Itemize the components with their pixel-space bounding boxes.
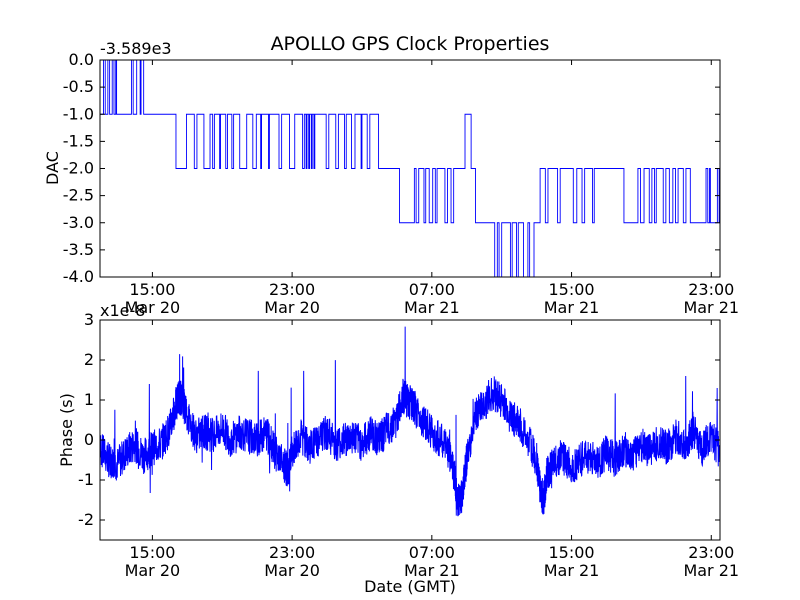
phase-ytick-label: 3 bbox=[84, 310, 94, 329]
phase-xtick-date: Mar 20 bbox=[264, 561, 320, 580]
figure-title: APOLLO GPS Clock Properties bbox=[271, 33, 550, 55]
dac-offset-label: -3.589e3 bbox=[100, 39, 172, 58]
dac-xtick-date: Mar 20 bbox=[125, 298, 181, 317]
dac-xtick-time: 15:00 bbox=[548, 280, 594, 299]
dac-panel: 0.0 -0.5 -1.0 -1.5 -2.0 -2.5 -3.0 -3.5 -4.0 15:0… bbox=[43, 39, 739, 317]
phase-ytick-label: 1 bbox=[84, 390, 94, 409]
dac-ylabel: DAC bbox=[43, 151, 62, 185]
phase-xtick-date: Mar 21 bbox=[683, 561, 739, 580]
dac-xtick-date: Mar 21 bbox=[544, 298, 600, 317]
phase-xtick-date: Mar 21 bbox=[404, 561, 460, 580]
phase-plot-frame bbox=[99, 319, 721, 541]
dac-xtick-time: 15:00 bbox=[129, 280, 175, 299]
dac-xtick-date: Mar 20 bbox=[264, 298, 320, 317]
phase-ylabel: Phase (s) bbox=[57, 393, 76, 467]
phase-xtick-date: Mar 21 bbox=[544, 561, 600, 580]
dac-ytick-label: -4.0 bbox=[63, 267, 94, 286]
dac-ytick-label: 0.0 bbox=[69, 50, 94, 69]
dac-xtick-time: 07:00 bbox=[409, 280, 455, 299]
phase-xtick-time: 07:00 bbox=[409, 543, 455, 562]
phase-xtick-time: 15:00 bbox=[129, 543, 175, 562]
phase-ytick-label: -1 bbox=[78, 470, 94, 489]
phase-offset-label: x1e-8 bbox=[100, 301, 145, 320]
phase-xtick-time: 23:00 bbox=[269, 543, 315, 562]
phase-ytick-label: 2 bbox=[84, 350, 94, 369]
phase-xtick-date: Mar 20 bbox=[125, 561, 181, 580]
dac-xtick-time: 23:00 bbox=[269, 280, 315, 299]
phase-series-line bbox=[100, 326, 720, 517]
dac-ytick-label: -1.5 bbox=[63, 131, 94, 150]
dac-ytick-label: -1.0 bbox=[63, 104, 94, 123]
dac-xtick-date: Mar 21 bbox=[683, 298, 739, 317]
phase-xtick-time: 15:00 bbox=[548, 543, 594, 562]
dac-ytick-label: -0.5 bbox=[63, 77, 94, 96]
dac-series-line bbox=[100, 60, 720, 277]
phase-xlabel: Date (GMT) bbox=[364, 577, 456, 596]
dac-xtick-date: Mar 21 bbox=[404, 298, 460, 317]
phase-ytick-label: -2 bbox=[78, 510, 94, 529]
phase-ytick-label: 0 bbox=[84, 430, 94, 449]
dac-ytick-label: -3.5 bbox=[63, 240, 94, 259]
phase-xtick-time: 23:00 bbox=[688, 543, 734, 562]
dac-ytick-label: -3.0 bbox=[63, 213, 94, 232]
dac-ytick-label: -2.0 bbox=[63, 159, 94, 178]
dac-xtick-time: 23:00 bbox=[688, 280, 734, 299]
dac-ytick-label: -2.5 bbox=[63, 186, 94, 205]
